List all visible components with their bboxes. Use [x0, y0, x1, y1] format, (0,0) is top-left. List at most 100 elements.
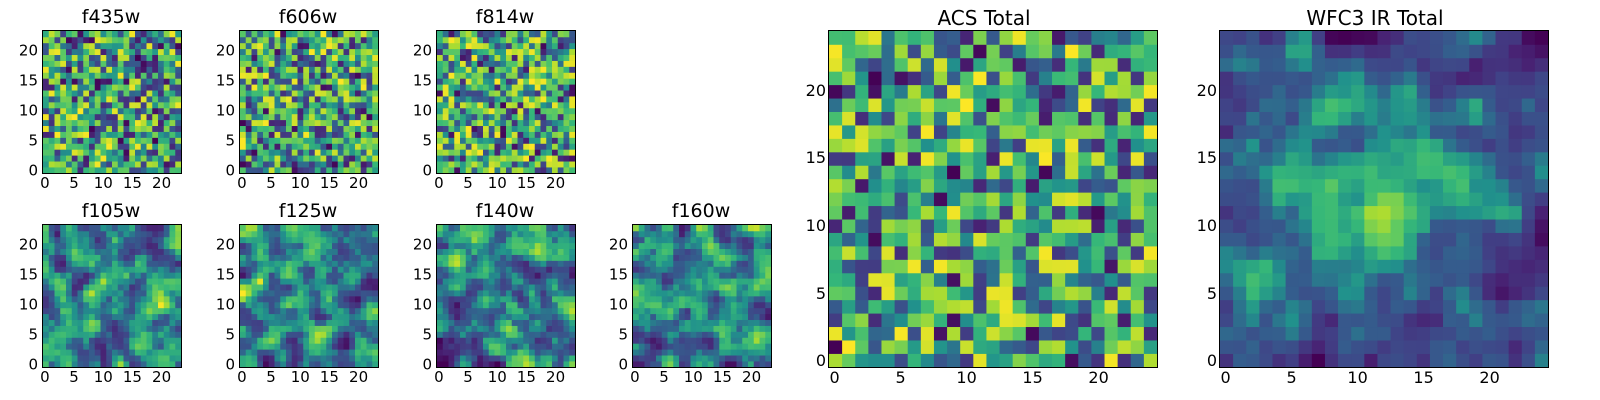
heatmap-cell	[1065, 98, 1079, 112]
heatmap-cell	[661, 242, 668, 250]
heatmap-cell	[320, 242, 327, 250]
heatmap-cell	[309, 102, 316, 109]
heatmap-cell	[349, 78, 356, 85]
heatmap-cell	[71, 107, 78, 115]
heatmap-cell	[1117, 205, 1132, 220]
heatmap-cell	[89, 325, 96, 332]
heatmap-cell	[77, 331, 84, 338]
heatmap-cell	[454, 48, 461, 56]
heatmap-cell	[349, 272, 356, 279]
heatmap-cell	[112, 361, 119, 367]
heatmap-cell	[372, 236, 378, 244]
y-tick-label: 15	[805, 148, 826, 168]
heatmap-cell	[71, 90, 78, 97]
y-tick-label: 0	[28, 161, 38, 180]
heatmap-cell	[355, 84, 362, 91]
heatmap-cell	[765, 331, 771, 338]
heatmap-cell	[175, 331, 181, 338]
heatmap-cell	[973, 151, 987, 166]
heatmap-cell	[152, 337, 159, 344]
heatmap-cell	[855, 31, 869, 45]
heatmap-cell	[644, 248, 651, 255]
heatmap-cell	[146, 325, 153, 332]
heatmap-cell	[263, 313, 270, 321]
heatmap-cell	[529, 125, 536, 132]
y-ticks: 0 5 10 15 20	[404, 224, 432, 372]
heatmap-cell	[986, 98, 1000, 112]
heatmap-cell	[366, 242, 373, 250]
heatmap-cell	[303, 96, 310, 103]
heatmap-cell	[742, 272, 749, 279]
heatmap-cell	[465, 60, 472, 67]
heatmap-cell	[673, 337, 680, 344]
heatmap-cell	[332, 296, 339, 303]
heatmap-cell	[638, 236, 645, 244]
heatmap-cell	[907, 272, 922, 287]
heatmap-cell	[366, 107, 373, 115]
heatmap-cell	[517, 248, 524, 255]
heatmap-cell	[488, 284, 495, 291]
heatmap-cell	[881, 299, 895, 314]
heatmap-cell	[175, 60, 181, 67]
heatmap-cell	[707, 284, 714, 291]
heatmap-cell	[94, 313, 101, 321]
heatmap-cell	[736, 236, 743, 244]
heatmap-cell	[355, 266, 362, 273]
heatmap-cell	[765, 337, 771, 344]
heatmap-cell	[1078, 192, 1092, 207]
heatmap-cell	[337, 143, 344, 150]
heatmap-cell	[960, 232, 974, 247]
heatmap-cell	[534, 36, 541, 44]
heatmap-cell	[117, 66, 124, 73]
heatmap-cell	[907, 353, 922, 367]
heatmap-cell	[163, 248, 170, 255]
heatmap-cell	[471, 290, 478, 297]
heatmap-cell	[633, 254, 640, 261]
heatmap-cell	[702, 225, 709, 232]
heatmap-cell	[1078, 326, 1092, 341]
heatmap-cell	[960, 31, 974, 45]
heatmap-cell	[257, 248, 264, 255]
heatmap-cell	[372, 260, 378, 267]
heatmap-cell	[638, 343, 645, 350]
heatmap-cell	[366, 96, 373, 103]
heatmap-cell	[1377, 326, 1391, 341]
heatmap-cell	[77, 361, 84, 367]
heatmap-cell	[933, 246, 948, 260]
heatmap-cell	[48, 349, 55, 356]
heatmap-cell	[43, 36, 50, 44]
heatmap-cell	[1272, 313, 1286, 328]
heatmap-cell	[77, 90, 84, 97]
heatmap-cell	[442, 355, 449, 362]
heatmap-cell	[960, 272, 974, 287]
heatmap-cell	[868, 299, 882, 314]
heatmap-cell	[661, 272, 668, 279]
heatmap-cell	[140, 278, 147, 285]
heatmap-cell	[736, 319, 743, 326]
heatmap-cell	[263, 90, 270, 97]
heatmap-cell	[552, 42, 559, 50]
heatmap-cell	[77, 272, 84, 279]
heatmap-cell	[343, 131, 350, 138]
heatmap-cell	[135, 260, 142, 267]
heatmap-cell	[240, 119, 247, 127]
heatmap-cell	[257, 155, 264, 162]
heatmap-cell	[673, 325, 680, 332]
heatmap-cell	[257, 361, 264, 367]
heatmap-cell	[650, 254, 657, 261]
heatmap-cell	[437, 54, 444, 61]
heatmap-cell	[152, 131, 159, 138]
heatmap-cell	[314, 349, 321, 356]
heatmap-cell	[326, 113, 333, 121]
heatmap-cell	[465, 225, 472, 232]
heatmap-cell	[529, 355, 536, 362]
heatmap-cell	[1052, 299, 1066, 314]
heatmap-cell	[483, 278, 490, 285]
heatmap-cell	[89, 42, 96, 50]
heatmap-cell	[54, 131, 61, 138]
y-tick-label: 20	[805, 80, 826, 100]
heatmap-cell	[100, 343, 107, 350]
heatmap-cell	[742, 325, 749, 332]
heatmap-cell	[54, 278, 61, 285]
heatmap-cell	[1012, 246, 1027, 260]
